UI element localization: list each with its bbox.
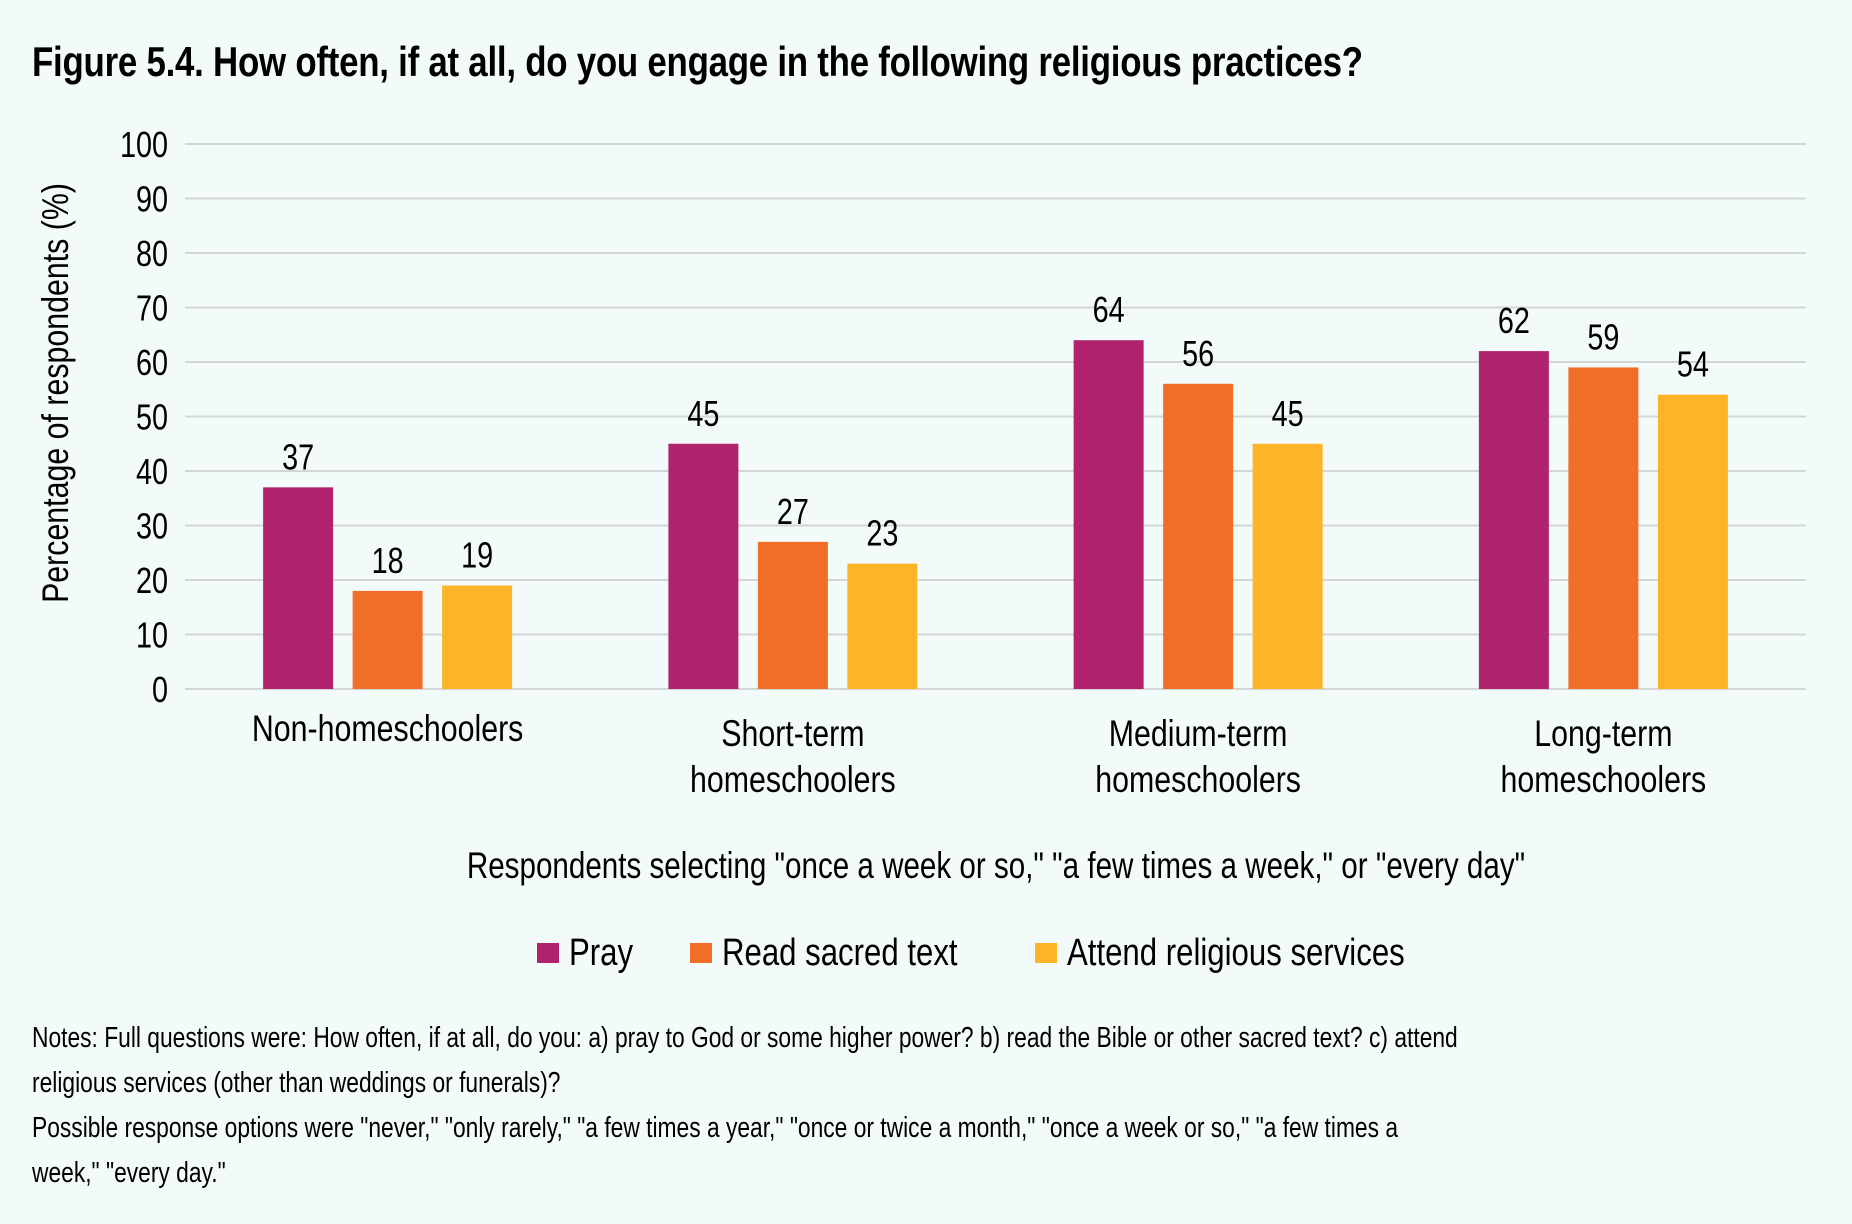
legend-label: Attend religious services [1067,931,1405,974]
bar-read-sacred-text [757,541,828,689]
legend-swatch [537,943,559,963]
note-line: Possible response options were "never," … [32,1112,1399,1144]
bar-value-label: 59 [1587,316,1619,357]
bar-attend-religious-services [1252,443,1323,689]
bar-value-label: 23 [866,513,898,554]
x-category-label: Long-term [1534,713,1672,755]
bar-value-label: 19 [461,534,493,575]
bar-pray [1073,340,1144,689]
legend-swatch [1035,943,1057,963]
bar-attend-religious-services [442,585,513,689]
bar-value-label: 18 [372,540,404,581]
x-category-label: Non-homeschoolers [252,708,523,750]
bar-value-label: 45 [687,393,719,434]
legend-item: Attend religious services [1035,928,1479,978]
bar-chart: 0 10 20 30 40 50 60 70 80 90 100 37 18 19 45 27 23 64 56 4… [35,124,1806,887]
notes: Notes: Full questions were: How often, i… [32,1016,1832,1196]
x-axis-categories: Non-homeschoolers Short-termhomeschoolers… [252,708,1706,801]
bar-value-label: 54 [1677,344,1709,385]
legend-item: Read sacred text [690,928,1009,978]
y-tick-label: 70 [136,287,168,328]
x-category-label: Medium-term [1109,713,1288,755]
x-axis-title: Respondents selecting "once a week or so… [467,846,1525,887]
bar-pray [263,487,334,689]
bar-value-label: 45 [1272,393,1304,434]
x-category-label: Short-term [721,713,864,755]
y-tick-label: 40 [136,451,168,492]
y-tick-label: 100 [120,124,168,165]
bars [263,340,1728,689]
bar-read-sacred-text [352,590,423,689]
note-line: week," "every day." [32,1157,226,1189]
bar-read-sacred-text [1163,383,1234,689]
y-tick-label: 0 [152,669,168,710]
y-tick-label: 10 [136,614,168,655]
bar-value-label: 37 [282,436,314,477]
legend-item: Pray [537,928,647,978]
x-category-label: homeschoolers [1501,759,1707,801]
legend-swatch [690,943,712,963]
bar-attend-religious-services [847,563,918,689]
bar-value-label: 56 [1182,333,1214,374]
bar-value-label: 64 [1093,289,1125,330]
y-tick-label: 80 [136,233,168,274]
x-category-label: homeschoolers [1095,759,1301,801]
bar-pray [1478,351,1549,689]
y-tick-label: 90 [136,178,168,219]
chart-title: Figure 5.4. How often, if at all, do you… [32,38,1363,85]
legend: Pray Read sacred text Attend religious ser… [0,928,1852,978]
x-category-label: homeschoolers [690,759,896,801]
y-axis-title: Percentage of respondents (%) [35,183,77,603]
legend-label: Pray [569,931,634,974]
legend-label: Read sacred text [722,931,958,974]
bar-value-labels: 37 18 19 45 27 23 64 56 45 62 59 54 [282,289,1709,581]
y-tick-label: 50 [136,396,168,437]
bar-value-label: 27 [777,491,809,532]
y-tick-label: 20 [136,560,168,601]
y-tick-label: 30 [136,505,168,546]
note-line: Notes: Full questions were: How often, i… [32,1022,1458,1054]
note-line: religious services (other than weddings … [32,1067,561,1099]
bar-read-sacred-text [1568,367,1639,689]
y-tick-label: 60 [136,342,168,383]
bar-attend-religious-services [1657,394,1728,689]
gridlines [185,143,1806,690]
bar-value-label: 62 [1498,300,1530,341]
y-axis-ticks: 0 10 20 30 40 50 60 70 80 90 100 [120,124,168,710]
bar-pray [668,443,739,689]
